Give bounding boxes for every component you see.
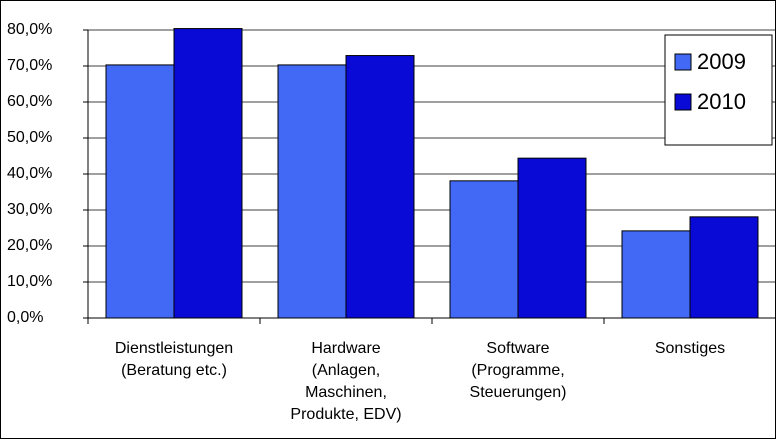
y-tick-label: 20,0% <box>7 237 52 254</box>
bar <box>345 55 415 319</box>
legend-swatch <box>674 53 692 71</box>
x-tick-label: Hardware (Anlagen, Maschinen, Produkte, … <box>290 340 402 423</box>
y-tick-label: 10,0% <box>7 273 52 290</box>
x-tick-label: Software (Programme, Steuerungen) <box>469 340 567 401</box>
bar <box>105 64 175 319</box>
x-tick-label: Dienstleistungen (Beratung etc.) <box>114 340 234 379</box>
y-tick-label: 40,0% <box>7 165 52 182</box>
legend-swatch <box>674 93 692 111</box>
bar <box>621 230 691 319</box>
y-tick-label: 30,0% <box>7 201 52 218</box>
x-tick-label: Sonstiges <box>654 340 726 357</box>
bar <box>173 28 243 319</box>
y-tick-label: 80,0% <box>7 21 52 38</box>
y-tick-label: 60,0% <box>7 93 52 110</box>
y-tick-label: 0,0% <box>7 309 43 326</box>
bar <box>449 180 519 319</box>
y-tick-label: 50,0% <box>7 129 52 146</box>
legend-box <box>664 34 773 146</box>
legend-label: 2010 <box>697 89 746 114</box>
bar <box>689 216 759 319</box>
y-tick-label: 70,0% <box>7 57 52 74</box>
bar <box>517 157 587 319</box>
legend-label: 2009 <box>697 49 746 74</box>
bar <box>277 64 347 319</box>
